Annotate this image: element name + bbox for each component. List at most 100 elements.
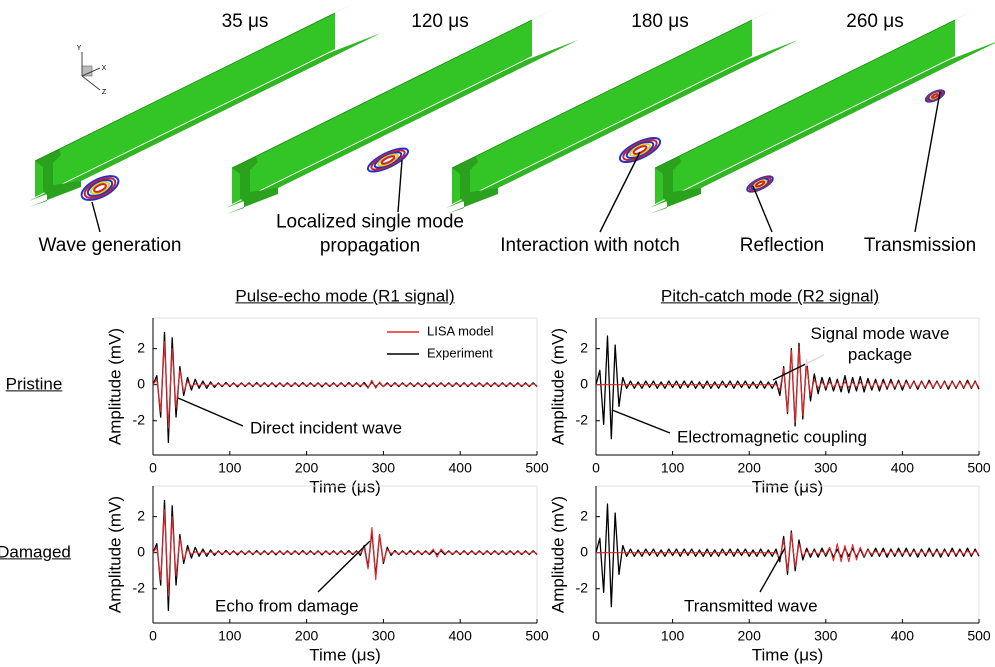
x-tick-label: 100 bbox=[218, 628, 242, 644]
wave-patch bbox=[377, 153, 399, 167]
rail-front bbox=[226, 156, 278, 214]
wave-patch bbox=[632, 145, 648, 155]
column-title: Pitch-catch mode (R2 signal) bbox=[660, 286, 880, 306]
rail-side bbox=[452, 20, 752, 204]
annotation-line bbox=[611, 409, 671, 434]
rail-front bbox=[29, 149, 81, 207]
annotation: Signal mode wave package bbox=[805, 322, 955, 366]
y-tick-label: 0 bbox=[580, 543, 588, 559]
y-tick-label: -2 bbox=[133, 411, 146, 427]
triad-label: Y bbox=[77, 45, 82, 52]
legend-label: LISA model bbox=[427, 323, 494, 338]
rail-side bbox=[35, 13, 335, 197]
y-tick-label: 2 bbox=[580, 339, 588, 355]
signal-line bbox=[596, 532, 980, 572]
column-title: Pulse-echo mode (R1 signal) bbox=[235, 286, 455, 306]
x-tick-label: 400 bbox=[449, 460, 473, 476]
x-tick-label: 100 bbox=[218, 460, 242, 476]
x-tick-label: 300 bbox=[372, 460, 396, 476]
signal-line bbox=[152, 508, 538, 597]
row-title: Pristine bbox=[5, 374, 63, 394]
rail-foot bbox=[29, 33, 381, 201]
x-tick-label: 500 bbox=[525, 460, 549, 476]
rail-annotation: Localized single mode propagation bbox=[275, 211, 464, 256]
snapshot-time: 260 μs bbox=[846, 11, 904, 33]
rail-side bbox=[655, 20, 955, 204]
rail-front bbox=[649, 156, 701, 214]
leader-line bbox=[599, 151, 641, 233]
wave-patch bbox=[373, 151, 403, 169]
leader-line bbox=[914, 91, 941, 233]
wave-patch bbox=[93, 183, 107, 193]
wave-patch bbox=[746, 175, 774, 193]
wave-patch bbox=[370, 149, 406, 171]
x-axis-label: Time (μs) bbox=[752, 477, 824, 496]
row-title: Damaged bbox=[0, 542, 71, 562]
rail-edge bbox=[654, 19, 956, 169]
annotation-line bbox=[317, 540, 371, 593]
annotation-line bbox=[759, 547, 786, 593]
rail-foot bbox=[446, 40, 798, 208]
x-axis-label: Time (μs) bbox=[752, 645, 824, 664]
x-tick-label: 500 bbox=[967, 460, 991, 476]
wave-patch bbox=[366, 147, 410, 173]
signal-line bbox=[596, 346, 980, 424]
rail-foot bbox=[649, 42, 995, 208]
x-tick-label: 100 bbox=[661, 460, 685, 476]
triad-box bbox=[81, 65, 93, 77]
x-tick-label: 400 bbox=[891, 628, 915, 644]
x-tick-label: 0 bbox=[592, 628, 600, 644]
x-tick-label: 400 bbox=[449, 628, 473, 644]
rail-front bbox=[446, 156, 498, 214]
rail-side bbox=[232, 20, 532, 204]
triad-axis bbox=[81, 67, 101, 77]
x-tick-label: 0 bbox=[149, 460, 157, 476]
y-axis-label: Amplitude (mV) bbox=[548, 496, 567, 613]
annotation: Transmitted wave bbox=[684, 595, 818, 617]
rail-edge bbox=[34, 12, 336, 162]
rail-edge bbox=[231, 19, 533, 169]
x-tick-label: 200 bbox=[295, 460, 319, 476]
wave-patch bbox=[924, 89, 946, 103]
wave-patch bbox=[931, 93, 939, 99]
y-tick-label: 0 bbox=[580, 375, 588, 391]
wave-patch bbox=[629, 143, 651, 157]
x-tick-label: 100 bbox=[661, 628, 685, 644]
y-tick-label: 2 bbox=[580, 507, 588, 523]
rail-annotation: Wave generation bbox=[38, 235, 182, 257]
x-tick-label: 300 bbox=[372, 628, 396, 644]
signal-line bbox=[152, 340, 538, 429]
rail-annotation: Transmission bbox=[863, 235, 977, 257]
wave-patch bbox=[380, 155, 396, 165]
y-tick-label: -2 bbox=[133, 579, 146, 595]
signal-line bbox=[595, 503, 980, 608]
leader-line bbox=[752, 185, 773, 233]
wave-patch bbox=[625, 141, 655, 159]
y-tick-label: 0 bbox=[137, 375, 145, 391]
wave-patch bbox=[89, 181, 111, 195]
wave-patch bbox=[80, 175, 120, 201]
y-tick-label: -2 bbox=[576, 411, 589, 427]
x-axis-label: Time (μs) bbox=[309, 645, 381, 664]
triad-axis bbox=[81, 75, 101, 91]
rail-annotation: Interaction with notch bbox=[500, 235, 680, 257]
annotation: Echo from damage bbox=[215, 595, 359, 617]
x-tick-label: 500 bbox=[967, 628, 991, 644]
wave-patch bbox=[622, 139, 658, 161]
snapshot-time: 35 μs bbox=[221, 11, 269, 33]
x-tick-label: 200 bbox=[295, 628, 319, 644]
leader-line bbox=[397, 159, 403, 213]
y-axis-label: Amplitude (mV) bbox=[105, 496, 124, 613]
rail-foot bbox=[226, 40, 578, 208]
snapshot-time: 180 μs bbox=[631, 11, 689, 33]
x-tick-label: 0 bbox=[149, 628, 157, 644]
y-axis-label: Amplitude (mV) bbox=[548, 328, 567, 445]
leader-line bbox=[91, 201, 101, 233]
triad-label: Z bbox=[102, 89, 107, 96]
y-tick-label: -2 bbox=[576, 579, 589, 595]
x-tick-label: 300 bbox=[814, 460, 838, 476]
x-tick-label: 200 bbox=[738, 628, 762, 644]
snapshot-time: 120 μs bbox=[411, 11, 469, 33]
annotation: Electromagnetic coupling bbox=[677, 426, 867, 448]
